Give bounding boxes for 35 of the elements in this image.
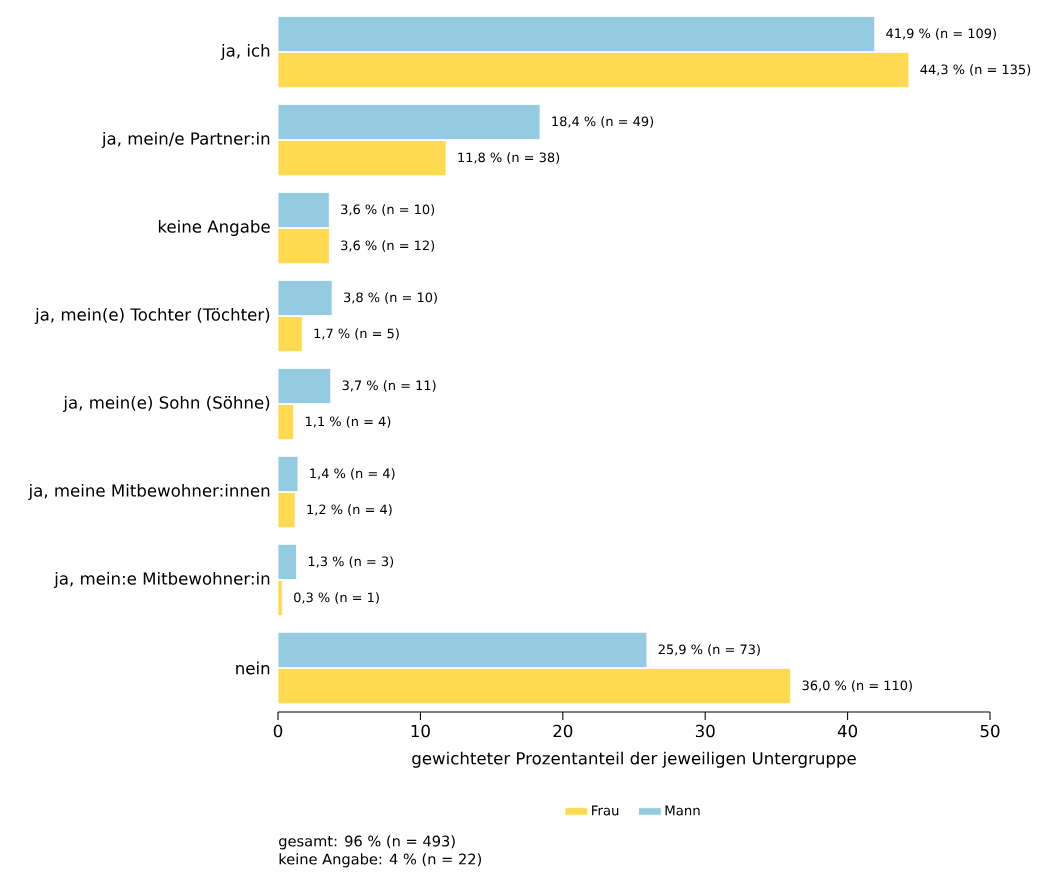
data-label: 1,1 % (n = 4)	[306, 416, 391, 428]
y-tick-label: ja, ich	[220, 43, 270, 61]
y-tick-label: ja, mein(e) Tochter (Töchter)	[34, 307, 270, 325]
y-tick-label: nein	[236, 661, 270, 675]
x-tick-label: 10	[411, 724, 430, 738]
legend-label: Frau	[592, 805, 619, 816]
x-axis-title: gewichteter Prozentanteil der jeweiligen Untergruppe	[412, 751, 856, 768]
data-label: 41,9 % (n = 109)	[886, 28, 996, 40]
text: keine Angabe: 4 % (n = 22)	[279, 853, 481, 868]
data-label: 36,0 % (n = 110)	[802, 680, 912, 692]
y-tick-label: ja, mein:e Mitbewohner:in	[53, 571, 270, 589]
data-label: 44,3 % (n = 135)	[920, 64, 1031, 76]
data-label: 3,6 % (n = 10)	[341, 204, 435, 216]
data-label: 1,7 % (n = 5)	[314, 328, 399, 340]
legend-label: Mann	[665, 805, 700, 816]
y-tick-label: ja, mein(e) Sohn (Söhne)	[63, 395, 270, 413]
x-tick-label: 0	[273, 724, 283, 738]
data-label: 0,3 % (n = 1)	[294, 592, 379, 604]
text: gesamt: 96 % (n = 493)	[279, 835, 455, 850]
x-tick-label: 50	[980, 724, 1000, 738]
data-label: 3,6 % (n = 12)	[341, 240, 435, 252]
x-tick-label: 40	[837, 724, 858, 738]
data-label: 18,4 % (n = 49)	[552, 116, 654, 128]
data-label: 3,8 % (n = 10)	[344, 292, 437, 304]
data-label: 1,3 % (n = 3)	[308, 556, 394, 568]
y-tick-label: ja, meine Mitbewohner:innen	[28, 483, 270, 501]
x-tick-label: 20	[553, 724, 573, 738]
x-tick-label: 30	[695, 724, 715, 738]
data-label: 1,2 % (n = 4)	[307, 504, 392, 516]
data-label: 3,7 % (n = 11)	[342, 380, 436, 392]
y-tick-label: keine Angabe	[158, 219, 270, 237]
data-label: 1,4 % (n = 4)	[310, 468, 395, 480]
data-label: 25,9 % (n = 73)	[658, 644, 760, 656]
y-tick-label: ja, mein/e Partner:in	[101, 131, 270, 149]
data-label: 11,8 % (n = 38)	[458, 152, 560, 164]
